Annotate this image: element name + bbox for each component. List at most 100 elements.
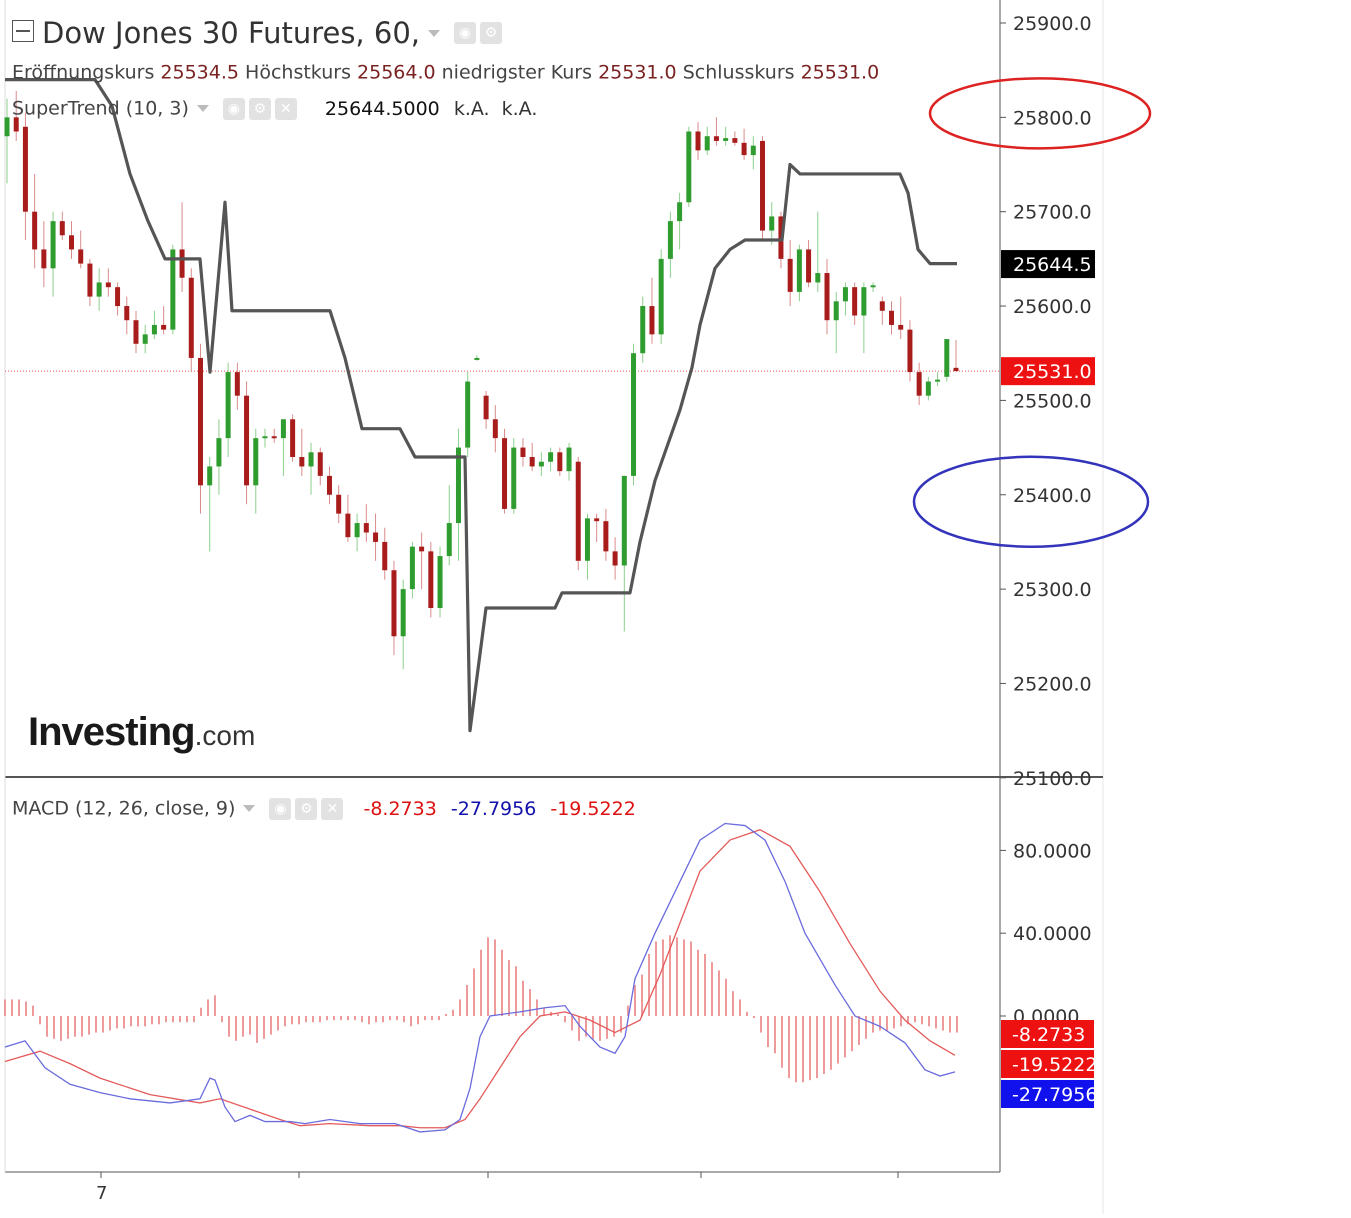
candle-up[interactable]: [796, 249, 802, 292]
candle-down[interactable]: [188, 277, 194, 358]
candle-up[interactable]: [465, 381, 471, 448]
candle-up[interactable]: [686, 131, 692, 203]
candle-up[interactable]: [815, 273, 821, 283]
candle-up[interactable]: [151, 324, 157, 335]
candle-up[interactable]: [400, 589, 406, 637]
candle-down[interactable]: [59, 221, 65, 236]
eye-icon[interactable]: ◉: [454, 22, 476, 44]
candle-down[interactable]: [13, 117, 19, 132]
candle-down[interactable]: [916, 372, 922, 396]
candle-up[interactable]: [833, 301, 839, 321]
candle-down[interactable]: [649, 306, 655, 335]
candle-down[interactable]: [594, 518, 600, 522]
candle-up[interactable]: [842, 287, 848, 302]
close-icon[interactable]: ✕: [274, 97, 297, 120]
candle-down[interactable]: [953, 367, 959, 372]
candle-down[interactable]: [907, 329, 913, 373]
candle-up[interactable]: [142, 334, 148, 344]
candle-down[interactable]: [760, 140, 766, 231]
candle-down[interactable]: [161, 324, 167, 330]
candle-down[interactable]: [336, 494, 342, 514]
candle-down[interactable]: [695, 131, 701, 151]
candle-up[interactable]: [253, 438, 259, 486]
candle-down[interactable]: [179, 249, 185, 278]
candle-up[interactable]: [658, 258, 664, 335]
candle-down[interactable]: [345, 513, 351, 538]
candle-down[interactable]: [741, 142, 747, 156]
candle-down[interactable]: [492, 419, 498, 439]
candle-down[interactable]: [87, 263, 93, 297]
candle-up[interactable]: [50, 221, 56, 269]
candle-up[interactable]: [96, 282, 102, 297]
candle-up[interactable]: [207, 466, 213, 486]
candle-down[interactable]: [529, 457, 535, 467]
candle-down[interactable]: [824, 273, 830, 321]
candle-up[interactable]: [621, 475, 627, 566]
collapse-icon[interactable]: [12, 20, 34, 42]
chevron-down-icon[interactable]: [243, 805, 256, 812]
eye-icon[interactable]: ◉: [269, 797, 292, 820]
candle-down[interactable]: [557, 452, 563, 472]
candle-up[interactable]: [511, 447, 517, 509]
candle-up[interactable]: [548, 452, 554, 462]
candle-down[interactable]: [732, 138, 738, 143]
macd-line[interactable]: [4, 822, 956, 1133]
candle-up[interactable]: [262, 436, 268, 439]
candle-down[interactable]: [22, 126, 28, 212]
candle-up[interactable]: [474, 357, 480, 360]
candle-up[interactable]: [667, 221, 673, 259]
gear-icon[interactable]: ⚙: [248, 97, 271, 120]
chevron-down-icon[interactable]: [428, 29, 440, 37]
candle-down[interactable]: [234, 372, 240, 396]
candle-down[interactable]: [483, 395, 489, 420]
candle-up[interactable]: [216, 438, 222, 467]
candle-down[interactable]: [299, 457, 305, 467]
candle-down[interactable]: [428, 551, 434, 608]
candle-up[interactable]: [769, 216, 775, 231]
candle-down[interactable]: [889, 310, 895, 325]
candle-up[interactable]: [225, 372, 231, 439]
candle-up[interactable]: [584, 518, 590, 561]
candle-down[interactable]: [382, 541, 388, 571]
candle-up[interactable]: [631, 353, 637, 476]
candle-down[interactable]: [575, 461, 581, 561]
candle-down[interactable]: [502, 438, 508, 509]
candle-up[interactable]: [944, 339, 950, 377]
candle-up[interactable]: [437, 556, 443, 608]
candle-up[interactable]: [170, 249, 176, 330]
candle-up[interactable]: [455, 447, 461, 524]
candle-down[interactable]: [41, 249, 47, 269]
eye-icon[interactable]: ◉: [222, 97, 245, 120]
candle-down[interactable]: [133, 320, 139, 344]
candle-down[interactable]: [290, 419, 296, 458]
candle-down[interactable]: [806, 249, 812, 283]
candle-down[interactable]: [124, 306, 130, 321]
close-icon[interactable]: ✕: [321, 797, 344, 820]
candle-down[interactable]: [115, 287, 121, 307]
candle-down[interactable]: [391, 570, 397, 637]
candle-up[interactable]: [861, 287, 867, 316]
candle-up[interactable]: [677, 202, 683, 222]
candle-up[interactable]: [280, 419, 286, 439]
candle-down[interactable]: [713, 136, 719, 141]
chevron-down-icon[interactable]: [196, 105, 209, 112]
candle-up[interactable]: [308, 452, 314, 467]
candle-down[interactable]: [271, 436, 277, 439]
candle-down[interactable]: [612, 551, 618, 566]
candle-up[interactable]: [925, 381, 931, 396]
macd-signal-line[interactable]: [4, 828, 956, 1129]
candle-down[interactable]: [244, 395, 250, 486]
candle-up[interactable]: [4, 117, 10, 137]
candle-up[interactable]: [409, 546, 415, 590]
candle-up[interactable]: [566, 447, 572, 472]
gear-icon[interactable]: ⚙: [480, 22, 502, 44]
candle-down[interactable]: [197, 357, 203, 486]
supertrend-line[interactable]: [0, 78, 957, 733]
candle-up[interactable]: [723, 138, 729, 141]
candle-up[interactable]: [870, 285, 876, 288]
candle-down[interactable]: [326, 475, 332, 495]
candle-up[interactable]: [750, 145, 756, 156]
candle-down[interactable]: [363, 523, 369, 533]
candle-down[interactable]: [520, 447, 526, 458]
candle-down[interactable]: [879, 301, 885, 311]
